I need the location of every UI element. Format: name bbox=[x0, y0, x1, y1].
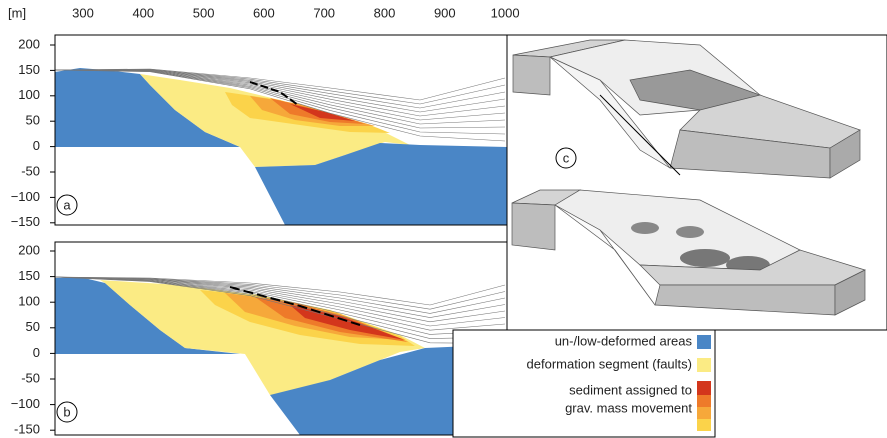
y-tick-label: 100 bbox=[18, 87, 40, 102]
section-b bbox=[55, 277, 507, 435]
x-tick-label: 700 bbox=[313, 5, 335, 20]
y-tick-label: −100 bbox=[11, 189, 40, 204]
x-tick-label: 400 bbox=[132, 5, 154, 20]
x-tick-label: 600 bbox=[253, 5, 275, 20]
inset-label: c bbox=[563, 150, 570, 165]
legend-label: deformation segment (faults) bbox=[527, 356, 692, 371]
x-tick-label: 800 bbox=[374, 5, 396, 20]
legend-label: un-/low-deformed areas bbox=[555, 333, 693, 348]
x-tick-label: 500 bbox=[193, 5, 215, 20]
panel-label: a bbox=[63, 197, 71, 212]
legend-label: sediment assigned to bbox=[569, 382, 692, 397]
inset: c bbox=[507, 35, 887, 330]
y-tick-label: 50 bbox=[26, 113, 40, 128]
y-tick-label: -50 bbox=[21, 163, 40, 178]
panel-label: b bbox=[63, 404, 70, 419]
y-tick-label: 150 bbox=[18, 62, 40, 77]
x-unit: [m] bbox=[8, 5, 26, 20]
y-tick-label: 0 bbox=[33, 138, 40, 153]
figure: [m] bbox=[0, 0, 887, 438]
y-tick-label: −100 bbox=[11, 396, 40, 411]
x-tick-label: 300 bbox=[72, 5, 94, 20]
section-a bbox=[55, 68, 507, 225]
x-tick-label: 900 bbox=[434, 5, 456, 20]
y-tick-label: 200 bbox=[18, 36, 40, 51]
y-tick-label: -50 bbox=[21, 370, 40, 385]
y-tick-label: 100 bbox=[18, 294, 40, 309]
legend-label: grav. mass movement bbox=[565, 400, 692, 415]
y-tick-label: −150 bbox=[11, 214, 40, 229]
x-tick-label: 1000 bbox=[491, 5, 520, 20]
y-tick-label: -150 bbox=[14, 422, 40, 437]
legend: un-/low-deformed areas deformation segme… bbox=[453, 330, 715, 437]
y-tick-label: 200 bbox=[18, 242, 40, 257]
y-tick-label: 50 bbox=[26, 319, 40, 334]
y-tick-label: 150 bbox=[18, 268, 40, 283]
y-tick-label: 0 bbox=[33, 345, 40, 360]
